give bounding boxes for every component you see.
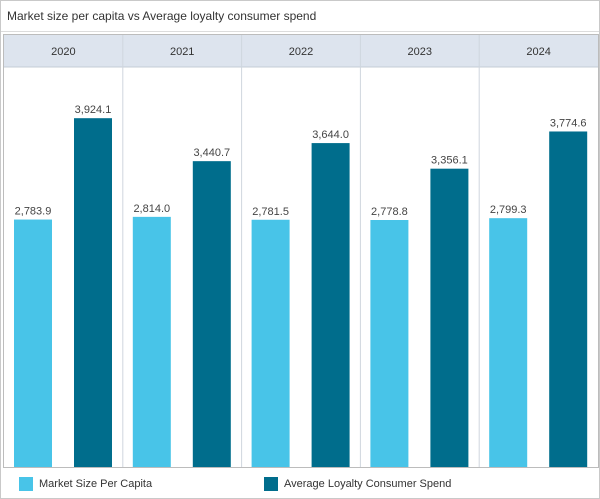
legend-item-loyalty-spend[interactable]: Average Loyalty Consumer Spend	[264, 477, 451, 491]
bar-loyalty-spend-2023	[430, 168, 469, 467]
data-label-market-size-2020: 2,783.9	[15, 206, 52, 218]
title-divider	[1, 31, 599, 32]
data-label-market-size-2024: 2,799.3	[490, 204, 527, 216]
bar-market-size-2023	[370, 219, 409, 467]
data-label-loyalty-spend-2020: 3,924.1	[75, 104, 112, 116]
facet-header-2024: 2024	[526, 46, 550, 58]
bar-market-size-2022	[251, 219, 290, 467]
data-label-loyalty-spend-2021: 3,440.7	[193, 147, 230, 159]
legend-label-market-size: Market Size Per Capita	[39, 478, 153, 490]
facet-header-band	[4, 35, 598, 67]
data-label-market-size-2023: 2,778.8	[371, 206, 408, 218]
bar-loyalty-spend-2021	[192, 161, 231, 467]
data-label-market-size-2021: 2,814.0	[133, 203, 170, 215]
bar-chart: 2020 2,783.9 3,924.1 2021 2,814.0 3,440.7 2022…	[4, 35, 598, 468]
plot-area: 2020 2,783.9 3,924.1 2021 2,814.0 3,440.7 2022…	[3, 34, 599, 468]
bar-loyalty-spend-2024	[549, 131, 588, 467]
legend-swatch-loyalty-spend	[264, 477, 278, 491]
chart-title: Market size per capita vs Average loyalt…	[7, 9, 317, 23]
legend-label-loyalty-spend: Average Loyalty Consumer Spend	[284, 478, 452, 490]
facet-header-2022: 2022	[289, 46, 313, 58]
legend-swatch-market-size	[19, 477, 33, 491]
bar-loyalty-spend-2020	[74, 118, 112, 468]
bar-loyalty-spend-2022	[311, 143, 350, 467]
data-label-loyalty-spend-2022: 3,644.0	[312, 129, 349, 141]
facet-header-2023: 2023	[408, 46, 432, 58]
legend-item-market-size[interactable]: Market Size Per Capita	[19, 477, 152, 491]
facet-header-2021: 2021	[170, 46, 194, 58]
bar-market-size-2021	[132, 216, 171, 467]
data-label-loyalty-spend-2024: 3,774.6	[550, 117, 587, 129]
facet-header-2020: 2020	[51, 46, 75, 58]
bar-market-size-2020	[14, 219, 52, 467]
bar-market-size-2024	[489, 218, 528, 467]
legend: Market Size Per Capita Average Loyalty C…	[1, 477, 599, 497]
data-label-market-size-2022: 2,781.5	[252, 206, 289, 218]
data-label-loyalty-spend-2023: 3,356.1	[431, 155, 468, 167]
